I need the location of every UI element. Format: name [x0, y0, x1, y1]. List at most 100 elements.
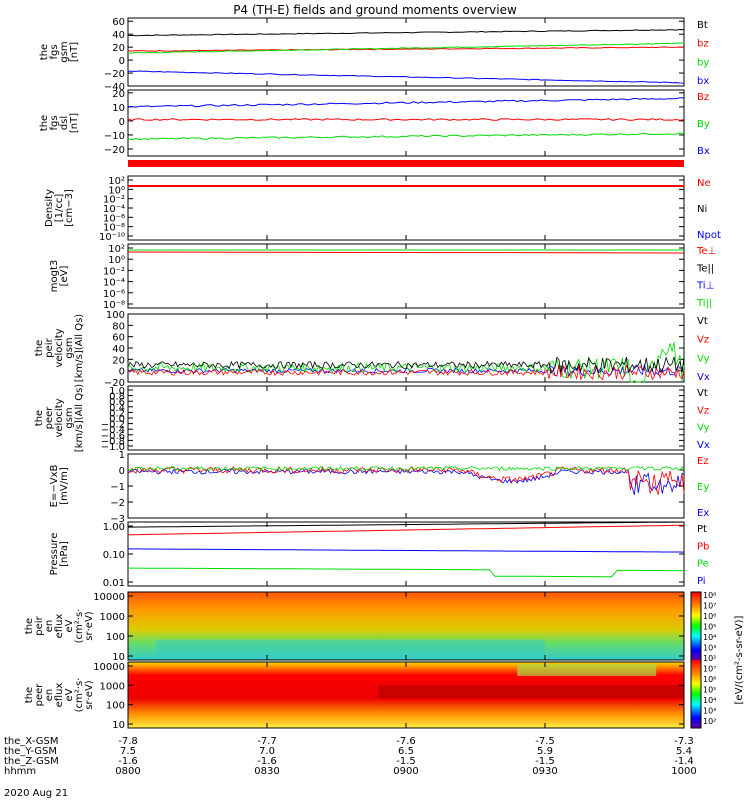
y-tick-label: 1000 [100, 681, 125, 692]
legend-npot: Npot [697, 230, 721, 241]
y-axis-label-line: eV [64, 619, 75, 632]
legend-bx: bx [697, 76, 709, 87]
series-bz [127, 97, 685, 108]
series-by [127, 118, 685, 121]
y-tick-label: −10 [104, 131, 125, 142]
state-bar [128, 160, 684, 167]
y-axis-label-line: the [24, 618, 35, 634]
x-row-label-2: the_Z-GSM [4, 756, 59, 767]
y-axis-label-line: fgs [49, 115, 60, 130]
y-axis-label-line: peer [44, 406, 55, 430]
y-tick-label: 10² [108, 176, 125, 187]
legend-bz: bz [697, 39, 709, 50]
legend-vz: Vz [697, 335, 709, 346]
legend-by: By [697, 119, 710, 130]
x-col-2-t: 0900 [393, 766, 418, 777]
series-bx [127, 132, 685, 141]
x-row-label-0: the_X-GSM [4, 736, 58, 747]
x-col-1-z: -1.6 [257, 756, 277, 767]
legend-vt: Vt [697, 388, 708, 399]
legend-vz: Vz [697, 405, 709, 416]
y-axis-label-line: eflux [54, 614, 65, 639]
y-tick-label: 10000 [93, 592, 125, 603]
legend-bx: Bx [697, 146, 710, 157]
legend-vx: Vx [697, 372, 710, 383]
panel-fgs-dsl: 20 10 0 −10 −20 the fgs dsl [nT] Bz By Bx [39, 89, 710, 157]
y-axis-label-line: E=−VxB [49, 465, 60, 508]
y-tick-label: −20 [104, 378, 125, 389]
colorbar-tick-label: 10³ [703, 707, 716, 716]
x-col-0-z: -1.6 [118, 756, 138, 767]
velocity-trace [127, 364, 685, 381]
y-tick-label: 10⁻¹⁰ [99, 232, 125, 243]
y-tick-label: 20 [112, 43, 125, 54]
legend-ne: Ne [697, 178, 711, 189]
y-tick-label: 1.00 [103, 522, 125, 533]
colorbar-frame [690, 591, 702, 729]
x-col-0-x: -7.8 [118, 736, 138, 747]
y-tick-label: 10⁰ [108, 185, 125, 196]
y-axis-label-line: [cm−3] [64, 189, 75, 227]
series-bx [128, 70, 685, 84]
y-axis-label-line: [nT] [69, 113, 80, 133]
x-col-1-t: 0830 [254, 766, 279, 777]
x-col-3-z: -1.5 [535, 756, 555, 767]
y-axis-label-line: the [39, 115, 50, 131]
y-tick-label: 0.4 [109, 403, 125, 414]
y-axis-label-line: sr·eV) [84, 611, 95, 640]
legend-te: Te⊥ [696, 246, 716, 257]
colorbar-tick-label: 10⁴ [703, 696, 716, 705]
spectrogram-dark-band [378, 685, 684, 699]
x-col-4-x: -7.3 [674, 736, 694, 747]
x-col-1-y: 7.0 [259, 746, 275, 757]
y-tick-label: −20 [104, 145, 125, 156]
y-tick-label: 0 [119, 466, 125, 477]
colorbar-tick-label: 10⁵ [703, 686, 716, 695]
y-tick-label: −40 [104, 82, 125, 93]
y-tick-label: 80 [112, 321, 125, 332]
y-tick-label: 1 [119, 450, 125, 461]
y-tick-label: −2 [110, 498, 125, 509]
y-tick-label: 10⁻² [103, 195, 125, 206]
legend-ni: Ni [697, 204, 707, 215]
y-tick-label: 0.8 [109, 392, 125, 403]
y-tick-label: −1 [110, 482, 125, 493]
y-tick-label: 0 [119, 56, 125, 67]
y-axis-label-line: peir [34, 615, 45, 635]
y-axis-label-line: (cm²·s· [74, 678, 85, 713]
legend-ex: Ex [697, 508, 709, 519]
x-col-4-y: 5.4 [676, 746, 692, 757]
panel-peir-eflux: 10000 1000 100 10 the peir en eflux eV (cm²·s· sr·… [24, 591, 685, 663]
colorbar-tick-label: 10⁸ [703, 591, 716, 600]
y-tick-label: 10⁻⁸ [103, 223, 125, 234]
colorbar-tick-label: 10⁶ [703, 612, 716, 621]
panel-pressure: 1.00 0.10 0.01 Pressure [nPa] Pt Pb Pe Pi [49, 521, 709, 589]
panel-efield: 1 0 −1 −2 −3 E=−VxB [mV/m] Ez Ey Ex [49, 450, 709, 525]
y-tick-label: 10⁰ [108, 255, 125, 266]
y-tick-label: −0.6 [101, 431, 125, 442]
x-col-4-z: -1.4 [674, 756, 694, 767]
x-col-3-y: 5.9 [537, 746, 553, 757]
y-tick-label: −1.0 [101, 442, 125, 453]
x-col-2-x: -7.6 [396, 736, 416, 747]
y-axis-label-line: [km/s](All Qs) [74, 314, 85, 382]
spectrogram-low-band [155, 639, 546, 657]
legend-pe: Pe [697, 559, 709, 570]
y-tick-label: 1.0 [109, 386, 125, 397]
x-row-label-3: hhmm [4, 766, 36, 777]
legend-by: by [697, 57, 709, 68]
y-tick-label: 10² [108, 244, 125, 255]
x-col-3-x: -7.5 [535, 736, 555, 747]
efield-trace [127, 465, 685, 471]
panel-peer-eflux: 10000 1000 100 10 the peer en eflux eV (cm²·s· sr·… [24, 661, 685, 731]
colorbar-tick-label: 10⁶ [703, 675, 716, 684]
velocity-trace [127, 356, 685, 374]
y-tick-label: 10⁻⁴ [103, 278, 125, 289]
y-tick-label: 20 [112, 355, 125, 366]
y-axis-label-line: velocity [54, 398, 65, 437]
panel-peer-vel: 1.00.80.60.40.20.0−0.2−0.4−0.6−0.8−1.0 th… [34, 384, 710, 453]
